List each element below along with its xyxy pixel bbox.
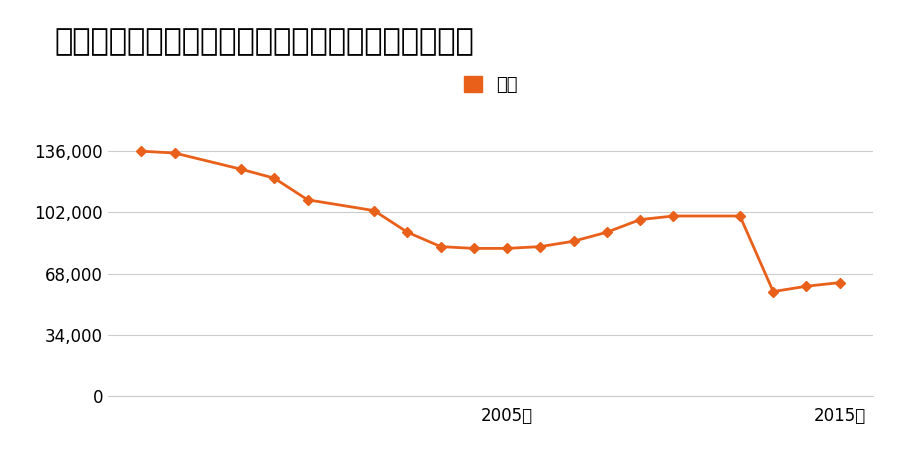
Legend: 価格: 価格 <box>464 76 518 94</box>
Text: 愛知県愛知郡東郷町白鳥３丁目１９番４の地価推移: 愛知県愛知郡東郷町白鳥３丁目１９番４の地価推移 <box>54 27 473 56</box>
